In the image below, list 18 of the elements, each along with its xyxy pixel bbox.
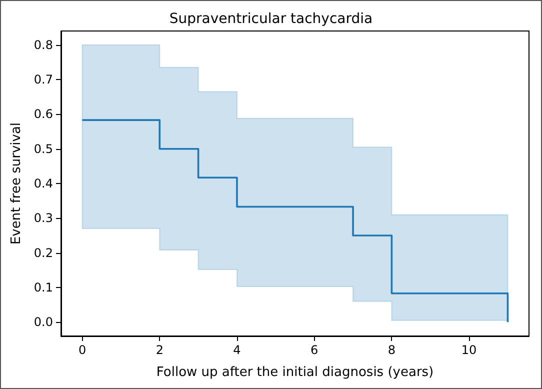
y-tick-label: 0.6 — [34, 107, 53, 122]
x-axis-title: Follow up after the initial diagnosis (years) — [156, 365, 434, 380]
x-tick-label: 2 — [156, 343, 164, 357]
y-axis-title: Event free survival — [9, 122, 24, 245]
y-tick-label: 0.5 — [34, 142, 53, 156]
y-tick-label: 0.4 — [34, 176, 53, 190]
y-tick-label: 0.2 — [34, 246, 53, 260]
x-tick-label: 8 — [388, 343, 396, 357]
chart-title: Supraventricular tachycardia — [169, 11, 373, 27]
y-tick-label: 0.8 — [34, 38, 53, 52]
y-tick-label: 0.7 — [34, 72, 53, 87]
x-tick-label: 6 — [310, 343, 318, 357]
y-tick-label: 0.1 — [34, 280, 53, 294]
x-tick-label: 10 — [461, 343, 477, 357]
y-tick-label: 0.3 — [34, 211, 53, 226]
x-tick-label: 4 — [233, 343, 241, 357]
y-tick-label: 0.0 — [34, 315, 53, 330]
x-tick-label: 0 — [78, 343, 86, 357]
